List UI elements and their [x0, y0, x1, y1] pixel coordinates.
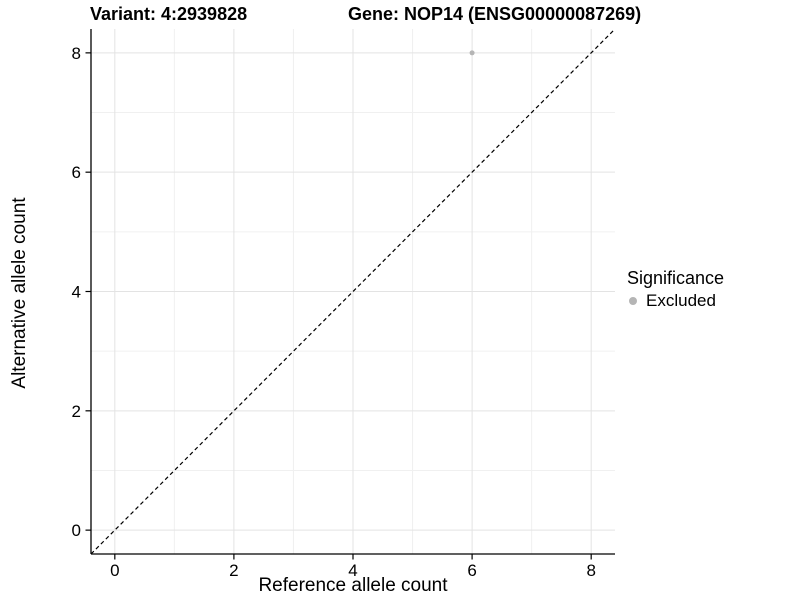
gene-title: Gene: NOP14 (ENSG00000087269): [348, 4, 642, 24]
identity-reference-line: [90, 28, 616, 555]
y-axis-label: Alternative allele count: [9, 197, 30, 389]
legend-item-label: Excluded: [646, 290, 716, 310]
y-tick-label: 4: [72, 283, 81, 302]
legend-item-excluded: Excluded: [627, 290, 724, 311]
x-tick-label: 4: [348, 561, 357, 580]
variant-title: Variant: 4:2939828: [90, 4, 248, 24]
x-tick-label: 8: [586, 561, 595, 580]
y-tick-label: 2: [72, 402, 81, 421]
y-tick-label: 8: [72, 44, 81, 63]
x-tick-label: 2: [229, 561, 238, 580]
x-tick-label: 6: [467, 561, 476, 580]
excluded-point-swatch-icon: [629, 296, 637, 305]
legend: Significance Excluded: [627, 268, 724, 311]
data-point: [469, 50, 475, 56]
y-tick-label: 6: [72, 163, 81, 182]
x-axis-label: Reference allele count: [258, 575, 448, 596]
y-tick-label: 0: [72, 521, 81, 540]
legend-title: Significance: [627, 268, 725, 288]
x-tick-label: 0: [110, 561, 119, 580]
